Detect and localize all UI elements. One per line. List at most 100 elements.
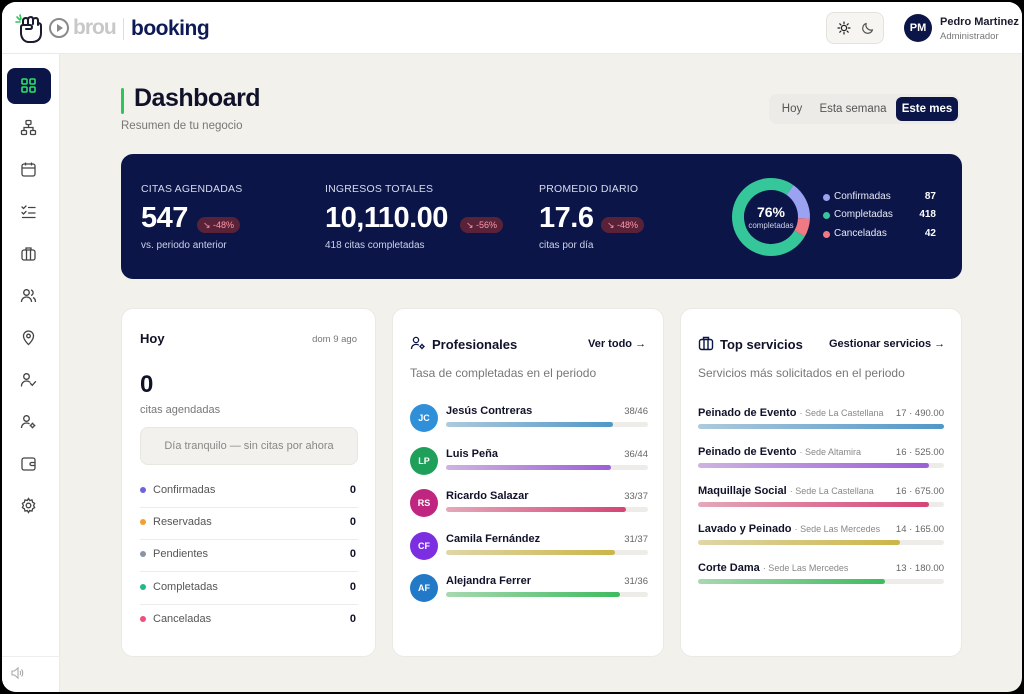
professional-ratio: 38/46 bbox=[624, 406, 648, 417]
progress-track bbox=[698, 463, 944, 468]
play-circle-icon bbox=[49, 18, 69, 38]
kpi-appointments-label: CITAS AGENDADAS bbox=[141, 183, 243, 195]
status-label: Canceladas bbox=[153, 613, 212, 625]
service-meta: 17 · 490.00 bbox=[895, 408, 944, 419]
sidebar-item-organization[interactable] bbox=[7, 110, 51, 146]
range-today-button[interactable]: Hoy bbox=[781, 103, 803, 115]
sidebar-item-settings[interactable] bbox=[7, 488, 51, 524]
calendar-icon bbox=[21, 162, 36, 177]
professional-ratio: 36/44 bbox=[624, 449, 648, 460]
service-title: Maquillaje Social bbox=[698, 485, 787, 497]
status-value: 0 bbox=[349, 484, 356, 496]
sun-icon[interactable] bbox=[837, 21, 851, 35]
progress-fill bbox=[698, 502, 930, 507]
sidebar-item-staff[interactable] bbox=[7, 362, 51, 398]
service-title: Peinado de Evento bbox=[698, 446, 797, 458]
date-range-selector: Hoy Esta semana Este mes bbox=[769, 94, 960, 124]
service-name: Lavado y Peinado · Sede Las Mercedes bbox=[698, 523, 880, 535]
legend-confirmed-label: Confirmadas bbox=[834, 191, 891, 202]
professional-row[interactable]: AF Alejandra Ferrer 31/36 bbox=[410, 574, 648, 610]
manage-services-link[interactable]: Gestionar servicios → bbox=[829, 338, 945, 350]
service-row[interactable]: Maquillaje Social · Sede La Castellana 1… bbox=[698, 485, 944, 515]
users-icon bbox=[20, 289, 37, 303]
sidebar-item-locations[interactable] bbox=[7, 320, 51, 356]
avatar: JC bbox=[410, 404, 438, 432]
status-row-cancelled: Canceladas 0 bbox=[140, 605, 358, 637]
today-title: Hoy bbox=[140, 331, 165, 346]
status-label: Confirmadas bbox=[153, 484, 216, 496]
moon-icon[interactable] bbox=[861, 21, 875, 35]
theme-toggle[interactable] bbox=[826, 12, 884, 44]
top-bar: brou booking PM Pedro Martinez Administr… bbox=[2, 2, 1022, 54]
status-row-reserved: Reservadas 0 bbox=[140, 508, 358, 540]
progress-fill bbox=[446, 550, 616, 555]
user-avatar[interactable]: PM bbox=[904, 14, 932, 42]
kpi-appointments-sub: vs. periodo anterior bbox=[141, 240, 227, 251]
service-location: · Sede La Castellana bbox=[789, 486, 874, 496]
kpi-revenue-label: INGRESOS TOTALES bbox=[325, 183, 434, 195]
status-value: 0 bbox=[349, 516, 356, 528]
legend-cancelled-value: 42 bbox=[924, 228, 936, 239]
org-chart-icon bbox=[20, 119, 37, 136]
progress-track bbox=[698, 579, 944, 584]
kpi-daily-change: ↘ -48% bbox=[601, 217, 645, 233]
range-month-button[interactable]: Este mes bbox=[896, 97, 958, 121]
progress-fill bbox=[446, 507, 627, 512]
grid-icon bbox=[21, 78, 36, 93]
sidebar-item-tasks[interactable] bbox=[7, 194, 51, 230]
avatar: RS bbox=[410, 489, 438, 517]
status-row-completed: Completadas 0 bbox=[140, 573, 358, 605]
manage-services-label: Gestionar servicios bbox=[829, 338, 932, 350]
view-all-link[interactable]: Ver todo → bbox=[588, 338, 646, 350]
arrow-right-icon: → bbox=[934, 338, 946, 350]
status-value: 0 bbox=[349, 613, 356, 625]
legend-confirmed-value: 87 bbox=[924, 191, 936, 202]
service-name: Corte Dama · Sede Las Mercedes bbox=[698, 562, 848, 574]
service-row[interactable]: Peinado de Evento · Sede Altamira 16 · 5… bbox=[698, 446, 944, 476]
professional-name: Jesús Contreras bbox=[446, 405, 533, 417]
speaker-icon[interactable] bbox=[10, 666, 24, 680]
range-week-button[interactable]: Esta semana bbox=[819, 103, 887, 115]
service-location: · Sede La Castellana bbox=[799, 408, 884, 418]
service-row[interactable]: Lavado y Peinado · Sede Las Mercedes 14 … bbox=[698, 523, 944, 553]
service-meta: 14 · 165.00 bbox=[895, 524, 944, 535]
sidebar-item-clients[interactable] bbox=[7, 278, 51, 314]
legend-cancelled-label: Canceladas bbox=[834, 228, 887, 239]
status-dot bbox=[140, 551, 146, 557]
professional-row[interactable]: RS Ricardo Salazar 33/37 bbox=[410, 489, 648, 525]
progress-track bbox=[446, 592, 648, 597]
donut-caption: completadas bbox=[748, 221, 794, 230]
view-all-label: Ver todo bbox=[588, 338, 633, 350]
service-location: · Sede Las Mercedes bbox=[794, 524, 881, 534]
checklist-icon bbox=[21, 205, 36, 219]
fist-logo-icon bbox=[15, 14, 42, 43]
service-row[interactable]: Corte Dama · Sede Las Mercedes 13 · 180.… bbox=[698, 562, 944, 592]
service-row[interactable]: Peinado de Evento · Sede La Castellana 1… bbox=[698, 407, 944, 437]
progress-track bbox=[446, 422, 648, 427]
sidebar-item-calendar[interactable] bbox=[7, 152, 51, 188]
status-dot bbox=[140, 616, 146, 622]
sidebar-item-dashboard[interactable] bbox=[7, 68, 51, 104]
professional-row[interactable]: LP Luis Peña 36/44 bbox=[410, 447, 648, 483]
professionals-subtitle: Tasa de completadas en el periodo bbox=[410, 366, 597, 380]
professional-row[interactable]: CF Camila Fernández 31/37 bbox=[410, 532, 648, 568]
avatar: AF bbox=[410, 574, 438, 602]
legend-completed-label: Completadas bbox=[834, 209, 893, 220]
professional-row[interactable]: JC Jesús Contreras 38/46 bbox=[410, 404, 648, 440]
main-content: Dashboard Resumen de tu negocio Hoy Esta… bbox=[60, 54, 1022, 692]
service-location: · Sede Las Mercedes bbox=[762, 563, 849, 573]
kpi-appointments-value: 547 bbox=[141, 202, 188, 234]
arrow-right-icon: → bbox=[635, 338, 647, 350]
sidebar-item-services[interactable] bbox=[7, 236, 51, 272]
professional-ratio: 31/37 bbox=[624, 534, 648, 545]
service-name: Maquillaje Social · Sede La Castellana bbox=[698, 485, 874, 497]
donut-percent: 76% bbox=[756, 204, 786, 220]
brand-prefix: brou bbox=[73, 16, 117, 39]
legend-completed-value: 418 bbox=[919, 209, 936, 220]
user-name[interactable]: Pedro Martinez bbox=[940, 16, 1019, 28]
completion-donut bbox=[732, 178, 810, 256]
status-row-confirmed: Confirmadas 0 bbox=[140, 476, 358, 508]
sidebar-item-user-settings[interactable] bbox=[7, 404, 51, 440]
sidebar-item-payments[interactable] bbox=[7, 446, 51, 482]
